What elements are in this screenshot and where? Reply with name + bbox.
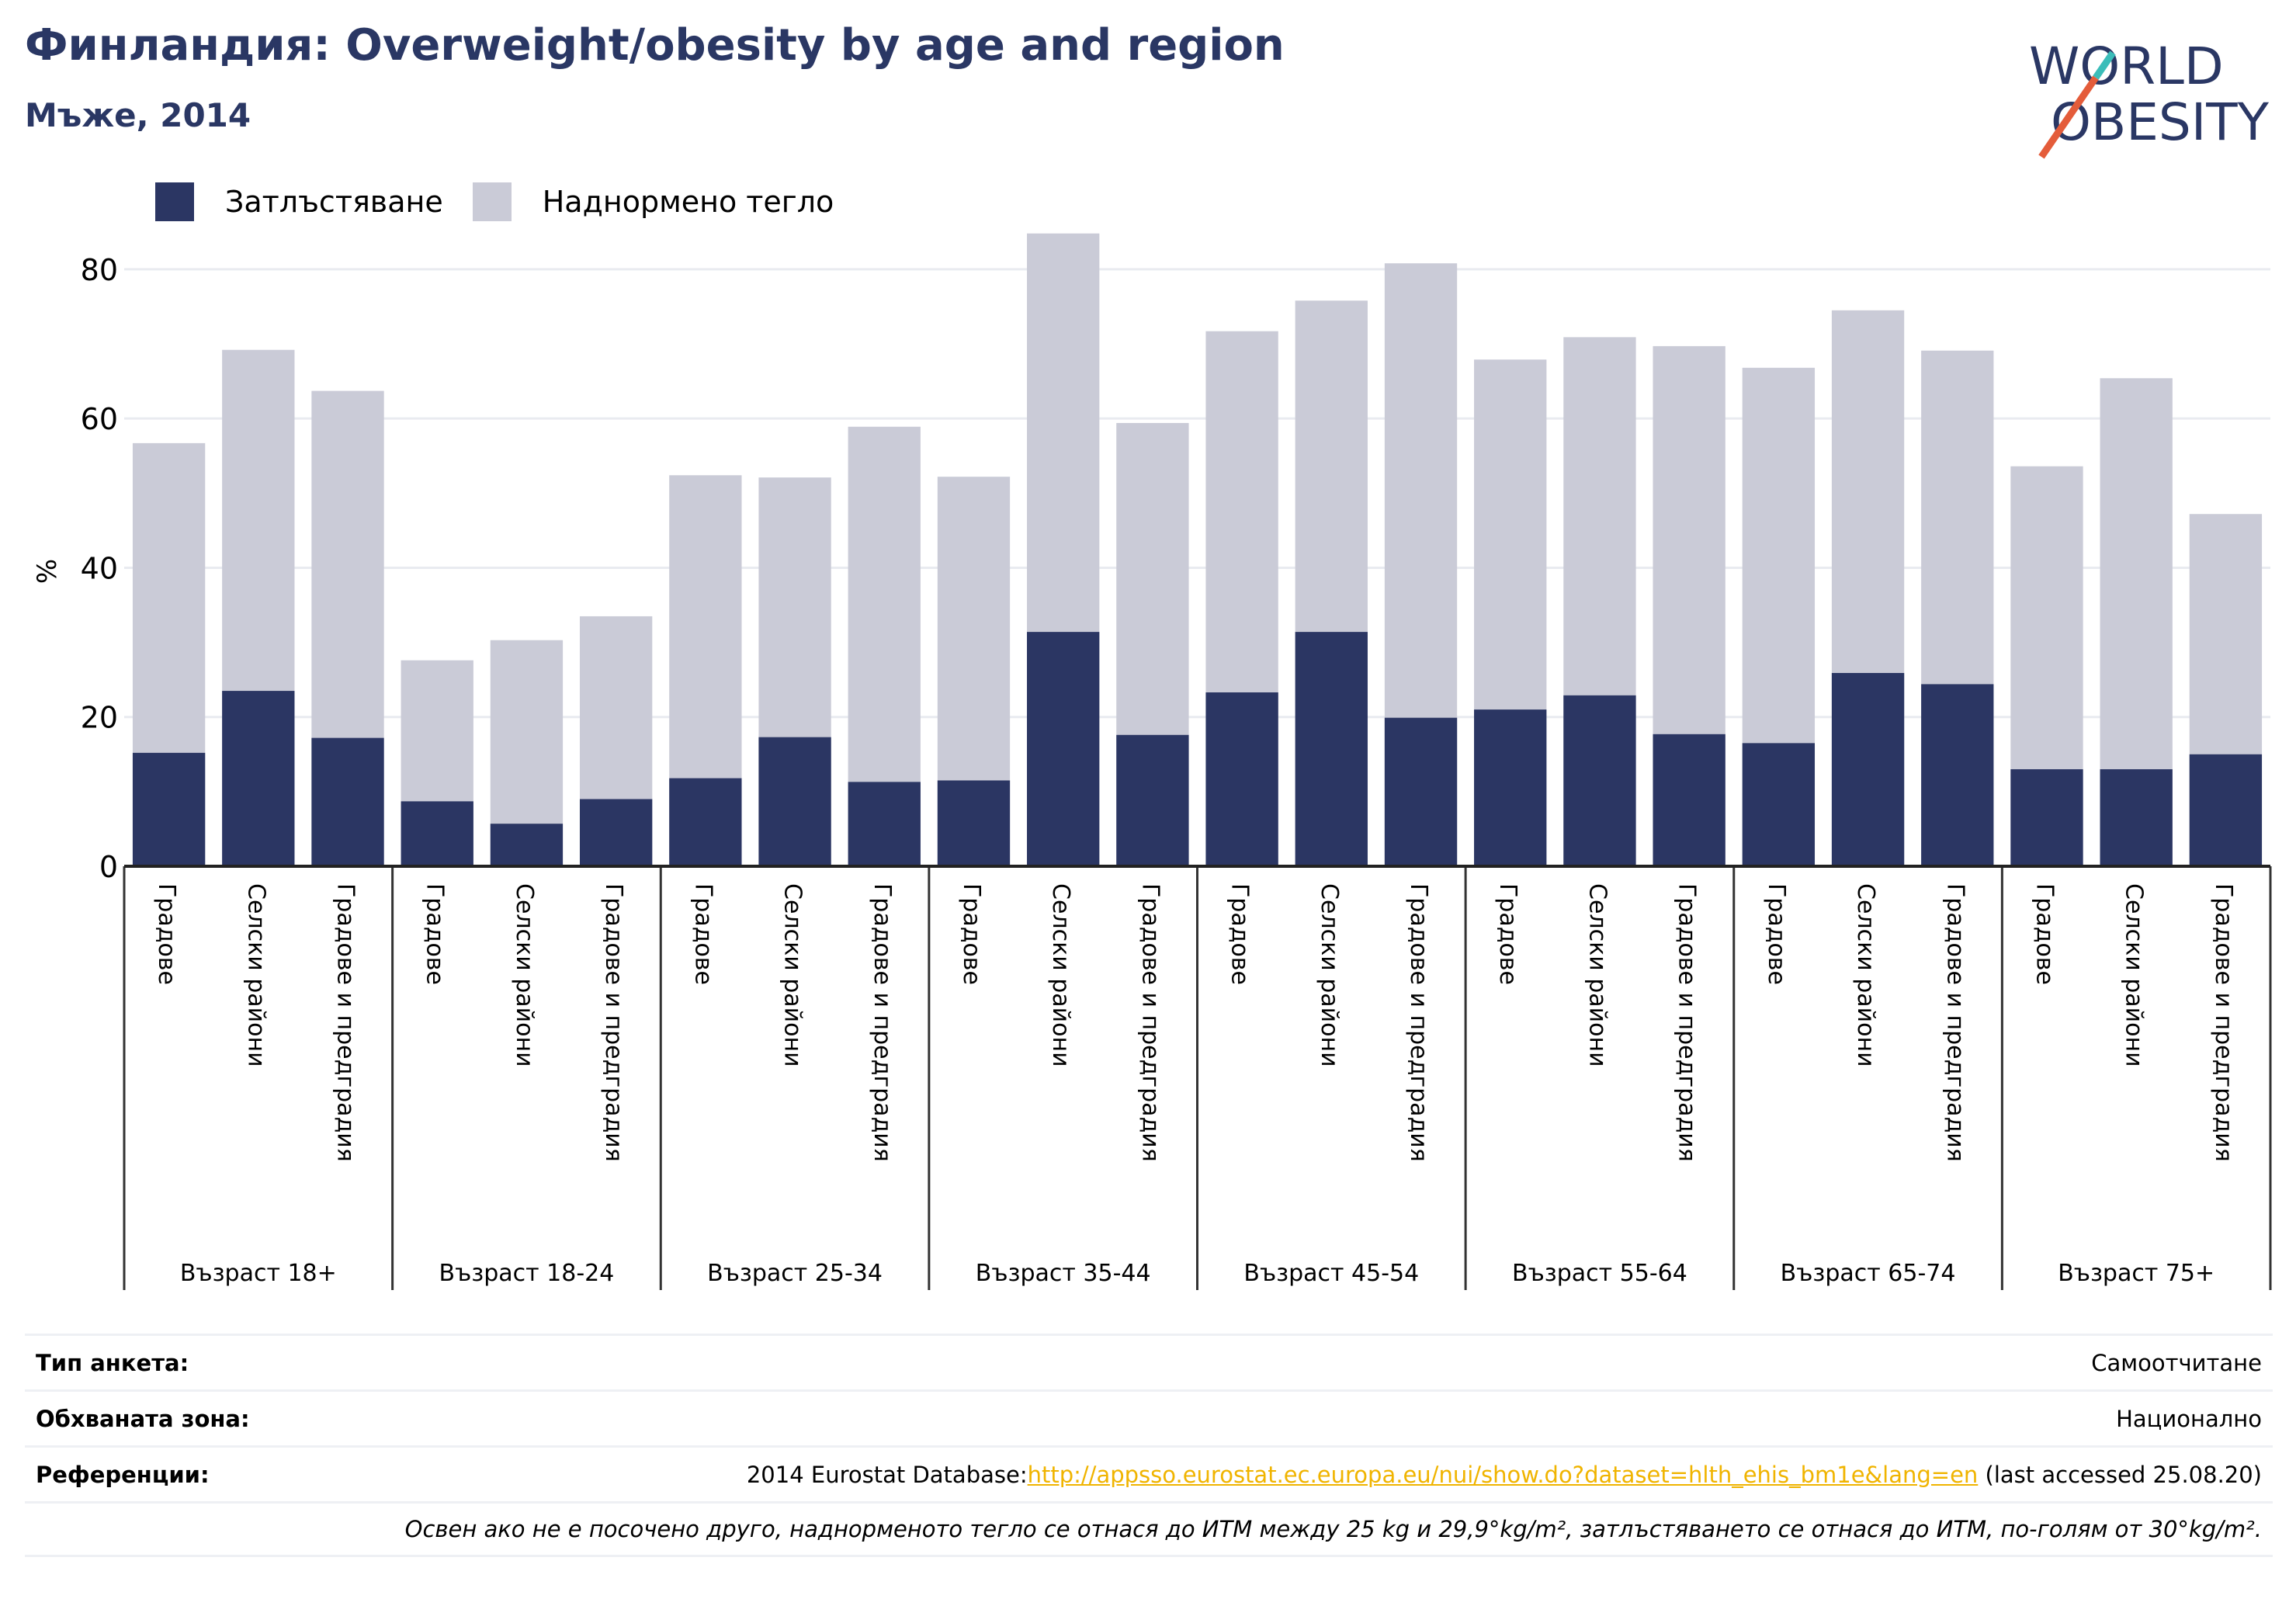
bar-obesity: [401, 801, 473, 866]
x-category-label: Градове и предградия: [1136, 883, 1164, 1162]
chart-subtitle: Мъже, 2014: [25, 96, 251, 134]
references-label: Референции:: [36, 1461, 210, 1488]
x-category-label: Селски райони: [1852, 883, 1879, 1067]
bar-obesity: [1742, 743, 1816, 866]
legend-item-obesity: Затлъстяване: [155, 182, 443, 221]
info-row-note: Освен ако не е посочено друго, наднормен…: [25, 1501, 2273, 1557]
bar-obesity: [1205, 692, 1278, 866]
x-category-label: Градове: [2031, 883, 2058, 985]
bar-obesity: [669, 778, 742, 866]
bar-obesity: [1384, 717, 1458, 866]
x-category-label: Селски райони: [1047, 883, 1074, 1067]
x-group-label: Възраст 45-54: [1243, 1260, 1419, 1287]
bar-obesity: [937, 780, 1011, 866]
bar-obesity: [1027, 632, 1100, 866]
logo-line2: OBESITY: [2051, 92, 2270, 152]
x-category-label: Градове и предградия: [600, 883, 627, 1162]
y-axis-label: %: [32, 559, 63, 584]
bar-obesity: [1474, 709, 1547, 866]
bar-obesity: [490, 824, 564, 866]
logo-line1: WORLD: [2029, 36, 2224, 96]
x-group-label: Възраст 18-24: [439, 1260, 615, 1287]
bar-obesity: [1116, 734, 1189, 866]
survey-value: Самоотчитане: [2091, 1349, 2262, 1376]
x-group-label: Възраст 65-74: [1781, 1260, 1956, 1287]
chart-title: Финландия: Overweight/obesity by age and…: [25, 20, 1285, 71]
bar-obesity: [1295, 632, 1368, 866]
legend-swatch-overweight: [472, 182, 512, 221]
info-row-references: Референции: 2014 Eurostat Database:http:…: [25, 1445, 2273, 1501]
x-group-label: Възраст 75+: [2058, 1260, 2214, 1287]
coverage-label: Обхваната зона:: [36, 1405, 250, 1432]
x-category-label: Селски райони: [1583, 883, 1611, 1067]
bar-chart: 0 20 40 60 80% Градове Селски райони Градове и …: [32, 233, 2272, 1290]
x-group-label: Възраст 35-44: [976, 1260, 1151, 1287]
x-category-label: Градове и предградия: [2210, 883, 2237, 1162]
x-category-label: Градове и предградия: [1673, 883, 1701, 1162]
x-category-label: Градове: [689, 883, 716, 985]
x-group-label: Възраст 18+: [180, 1260, 337, 1287]
bar-obesity: [758, 737, 831, 866]
info-table: Тип анкета: Самоотчитане Обхваната зона:…: [25, 1334, 2273, 1557]
logo-slash-teal: [2093, 50, 2116, 80]
info-row-coverage: Обхваната зона: Национално: [25, 1389, 2273, 1445]
bar-obesity: [1563, 695, 1636, 866]
bar-obesity: [132, 752, 206, 866]
x-category-label: Селски райони: [511, 883, 538, 1067]
chart-legend: Затлъстяване Наднормено тегло: [155, 180, 863, 224]
x-category-label: Градове и предградия: [1405, 883, 1432, 1162]
info-row-survey: Тип анкета: Самоотчитане: [25, 1334, 2273, 1389]
bar-obesity: [2189, 754, 2263, 866]
logo-slash-red: [2038, 75, 2099, 159]
references-value: 2014 Eurostat Database:http://appsso.eur…: [747, 1462, 2262, 1488]
legend-label-obesity: Затлъстяване: [225, 185, 443, 219]
y-tick-label: 60: [81, 402, 118, 436]
x-category-label: Градове и предградия: [1941, 883, 1968, 1162]
x-category-label: Градове: [1226, 883, 1254, 985]
x-category-label: Градове: [1494, 883, 1521, 985]
bar-obesity: [1653, 734, 1725, 866]
x-category-label: Селски райони: [2121, 883, 2148, 1067]
y-tick-label: 0: [99, 850, 118, 884]
x-group-label: Възраст 25-34: [707, 1260, 883, 1287]
x-category-label: Градове: [958, 883, 985, 985]
x-category-label: Градове: [153, 883, 180, 985]
x-group-label: Възраст 55-64: [1512, 1260, 1687, 1287]
legend-label-overweight: Наднормено тегло: [542, 185, 834, 219]
bar-obesity: [1921, 684, 1994, 866]
x-category-label: Градове: [1763, 883, 1790, 985]
x-category-label: Селски райони: [779, 883, 806, 1067]
survey-label: Тип анкета:: [36, 1349, 189, 1376]
bar-obesity: [579, 799, 653, 866]
bar-obesity: [1831, 673, 1905, 866]
legend-swatch-obesity: [155, 182, 194, 221]
bar-obesity: [2010, 769, 2083, 866]
y-tick-label: 20: [81, 701, 118, 735]
x-category-label: Селски райони: [242, 883, 269, 1067]
x-category-label: Селски райони: [1316, 883, 1343, 1067]
coverage-value: Национално: [2116, 1405, 2262, 1432]
references-prefix: 2014 Eurostat Database:: [746, 1461, 1028, 1488]
references-suffix: (last accessed 25.08.20): [1978, 1461, 2263, 1488]
x-category-label: Градове: [421, 883, 449, 985]
bar-obesity: [2100, 769, 2173, 866]
world-obesity-logo: WORLD OBESITY: [2029, 36, 2270, 159]
bar-obesity: [222, 691, 295, 866]
definition-note: Освен ако не е посочено друго, наднормен…: [404, 1516, 2262, 1542]
y-tick-label: 40: [81, 551, 118, 585]
bar-obesity: [311, 737, 384, 866]
legend-item-overweight: Наднормено тегло: [472, 182, 834, 221]
references-link[interactable]: http://appsso.eurostat.ec.europa.eu/nui/…: [1027, 1461, 1979, 1488]
x-category-label: Градове и предградия: [869, 883, 896, 1162]
bar-obesity: [848, 782, 921, 866]
x-category-label: Градове и предградия: [332, 883, 359, 1162]
y-tick-label: 80: [81, 253, 118, 287]
